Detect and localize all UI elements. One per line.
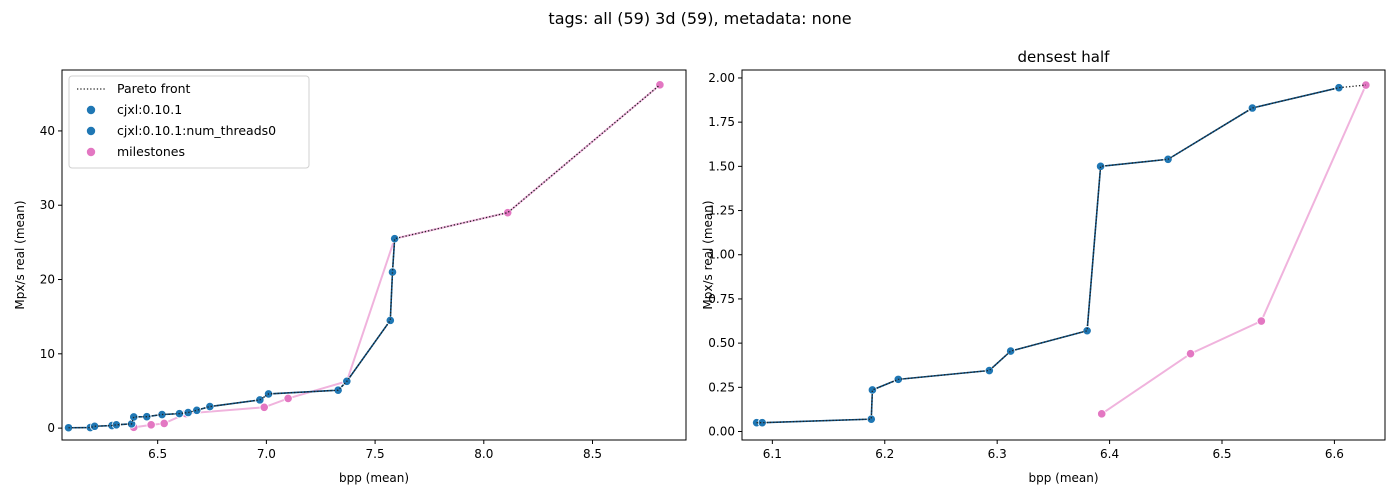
x-axis-label: bpp (mean) <box>1028 471 1098 485</box>
point-milestones <box>159 418 169 429</box>
x-tick-label: 6.3 <box>988 447 1007 461</box>
x-tick-label: 6.2 <box>875 447 894 461</box>
point-milestones <box>283 393 293 403</box>
x-tick-label: 7.0 <box>257 447 276 461</box>
point-cjxl <box>757 418 767 428</box>
point-cjxl <box>867 385 877 395</box>
point-cjxl <box>385 315 395 325</box>
point-cjxl <box>205 401 215 412</box>
point-cjxl <box>984 365 994 376</box>
y-axis-label: Mpx/s real (mean) <box>13 200 27 309</box>
y-tick-label: 20 <box>40 273 55 287</box>
y-tick-label: 0.00 <box>708 425 735 439</box>
point-milestones <box>1185 349 1196 359</box>
y-tick-label: 0 <box>47 421 55 435</box>
x-tick-label: 6.5 <box>1212 447 1231 461</box>
x-tick-label: 6.5 <box>148 447 167 461</box>
y-tick-label: 1.75 <box>708 115 735 129</box>
y-tick-label: 1.00 <box>708 248 735 262</box>
legend-marker <box>86 105 96 115</box>
point-cjxl <box>192 405 202 415</box>
left-chart: 6.5 7.0 7.5 8.0 8.5 0 10 20 30 40 bpp (mean) Mpx/s … <box>13 69 687 485</box>
point-cjxl <box>129 412 139 422</box>
point-cjxl <box>390 234 400 244</box>
point-cjxl <box>183 407 193 418</box>
figure-suptitle: tags: all (59) 3d (59), metadata: none <box>548 9 851 28</box>
y-tick-label: 0.50 <box>708 336 735 350</box>
legend-label: milestones <box>117 144 185 159</box>
y-tick-label: 40 <box>40 124 55 138</box>
point-cjxl <box>1334 83 1344 93</box>
point-cjxl <box>1095 161 1106 171</box>
legend-label: Pareto front <box>117 81 191 96</box>
chart-title: densest half <box>1018 48 1111 66</box>
legend: Pareto front cjxl:0.10.1 cjxl:0.10.1:num_t… <box>68 75 310 169</box>
y-axis-label: Mpx/s real (mean) <box>701 200 715 309</box>
point-cjxl <box>866 414 876 424</box>
legend-label: cjxl:0.10.1 <box>117 102 182 117</box>
x-tick-label: 6.4 <box>1100 447 1119 461</box>
x-tick-label: 6.6 <box>1325 447 1344 461</box>
x-tick-label: 8.0 <box>474 447 493 461</box>
y-tick-label: 1.25 <box>708 204 735 218</box>
y-tick-label: 30 <box>40 198 55 212</box>
y-tick-label: 0.25 <box>708 380 735 394</box>
point-milestones <box>259 402 269 412</box>
point-milestones <box>1097 409 1107 419</box>
x-tick-label: 7.5 <box>366 447 385 461</box>
y-tick-label: 2.00 <box>708 71 735 85</box>
y-tick-label: 0.75 <box>708 292 735 306</box>
point-milestones <box>1256 316 1266 326</box>
series-line-milestones <box>1101 84 1367 415</box>
point-milestones <box>503 208 513 218</box>
x-axis-label: bpp (mean) <box>339 471 409 485</box>
right-chart: 6.1 6.2 6.3 6.4 6.5 6.6 0.00 0.25 0.50 0.75 1.00 1.… <box>701 48 1386 485</box>
legend-marker <box>86 126 96 136</box>
point-cjxl <box>1247 103 1257 113</box>
point-cjxl <box>90 421 100 431</box>
y-tick-label: 10 <box>40 347 55 361</box>
x-tick-label: 6.1 <box>763 447 782 461</box>
legend-marker <box>86 147 96 157</box>
y-tick-label: 1.50 <box>708 159 735 173</box>
point-milestones <box>146 420 156 430</box>
point-cjxl <box>1006 346 1016 356</box>
x-tick-label: 8.5 <box>583 447 602 461</box>
plot-area <box>741 69 1386 441</box>
point-cjxl <box>1082 326 1092 336</box>
legend-label: cjxl:0.10.1:num_threads0 <box>117 123 276 138</box>
pareto-front-line <box>68 84 661 429</box>
point-cjxl <box>111 420 121 430</box>
legend-box <box>68 75 310 169</box>
